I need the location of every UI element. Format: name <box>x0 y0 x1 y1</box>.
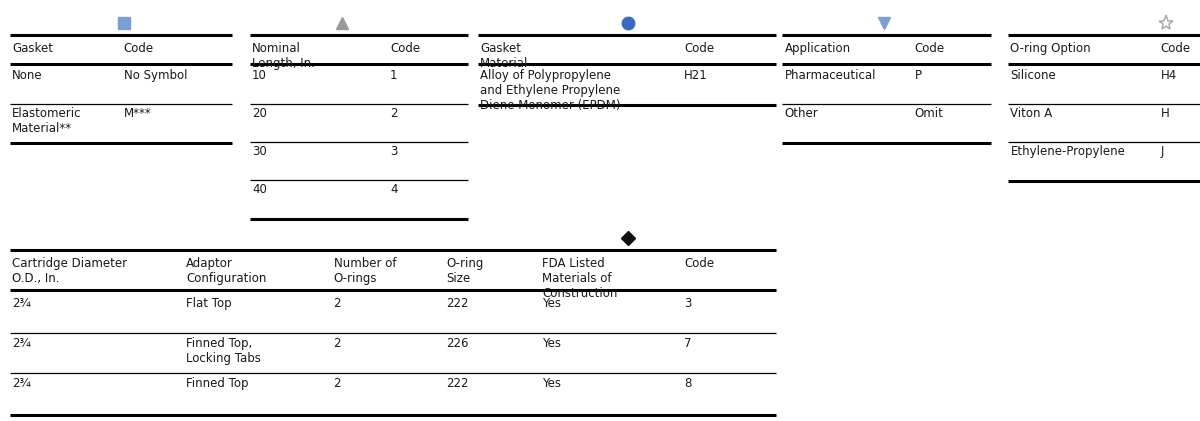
Text: Code: Code <box>1160 42 1190 55</box>
Text: Code: Code <box>684 257 714 270</box>
Text: J: J <box>1160 145 1164 158</box>
Text: 10: 10 <box>252 69 266 83</box>
Text: Alloy of Polypropylene
and Ethylene Propylene
Diene Monomer (EPDM): Alloy of Polypropylene and Ethylene Prop… <box>480 69 620 112</box>
Text: Finned Top: Finned Top <box>186 377 248 390</box>
Text: Elastomeric
Material**: Elastomeric Material** <box>12 107 82 136</box>
Text: Code: Code <box>914 42 944 55</box>
Text: Gasket: Gasket <box>12 42 53 55</box>
Text: 20: 20 <box>252 107 266 120</box>
Text: No Symbol: No Symbol <box>124 69 187 83</box>
Text: H: H <box>1160 107 1169 120</box>
Text: 2¾: 2¾ <box>12 297 31 310</box>
Text: 3: 3 <box>390 145 397 158</box>
Text: Number of
O-rings: Number of O-rings <box>334 257 396 285</box>
Text: Code: Code <box>684 42 714 55</box>
Text: Gasket
Material: Gasket Material <box>480 42 528 70</box>
Text: Cartridge Diameter
O.D., In.: Cartridge Diameter O.D., In. <box>12 257 127 285</box>
Text: Yes: Yes <box>542 337 562 350</box>
Text: Code: Code <box>390 42 420 55</box>
Text: H4: H4 <box>1160 69 1177 83</box>
Text: Flat Top: Flat Top <box>186 297 232 310</box>
Text: H21: H21 <box>684 69 708 83</box>
Text: Yes: Yes <box>542 377 562 390</box>
Text: FDA Listed
Materials of
Construction: FDA Listed Materials of Construction <box>542 257 618 300</box>
Text: 222: 222 <box>446 297 469 310</box>
Text: 4: 4 <box>390 183 397 196</box>
Text: P: P <box>914 69 922 83</box>
Text: M***: M*** <box>124 107 151 120</box>
Text: Silicone: Silicone <box>1010 69 1056 83</box>
Text: 7: 7 <box>684 337 691 350</box>
Text: O-ring
Size: O-ring Size <box>446 257 484 285</box>
Text: 40: 40 <box>252 183 266 196</box>
Text: Ethylene-Propylene: Ethylene-Propylene <box>1010 145 1126 158</box>
Text: Code: Code <box>124 42 154 55</box>
Text: 8: 8 <box>684 377 691 390</box>
Text: Omit: Omit <box>914 107 943 120</box>
Text: Application: Application <box>785 42 851 55</box>
Text: Adaptor
Configuration: Adaptor Configuration <box>186 257 266 285</box>
Text: 226: 226 <box>446 337 469 350</box>
Text: 2: 2 <box>334 297 341 310</box>
Text: Other: Other <box>785 107 818 120</box>
Text: Finned Top,
Locking Tabs: Finned Top, Locking Tabs <box>186 337 260 365</box>
Text: 3: 3 <box>684 297 691 310</box>
Text: None: None <box>12 69 43 83</box>
Text: Yes: Yes <box>542 297 562 310</box>
Text: Viton A: Viton A <box>1010 107 1052 120</box>
Text: O-ring Option: O-ring Option <box>1010 42 1091 55</box>
Text: 222: 222 <box>446 377 469 390</box>
Text: 2¾: 2¾ <box>12 337 31 350</box>
Text: 2: 2 <box>334 337 341 350</box>
Text: 2: 2 <box>390 107 397 120</box>
Text: 30: 30 <box>252 145 266 158</box>
Text: 2¾: 2¾ <box>12 377 31 390</box>
Text: 1: 1 <box>390 69 397 83</box>
Text: 2: 2 <box>334 377 341 390</box>
Text: Nominal
Length, In.: Nominal Length, In. <box>252 42 314 70</box>
Text: Pharmaceutical: Pharmaceutical <box>785 69 876 83</box>
